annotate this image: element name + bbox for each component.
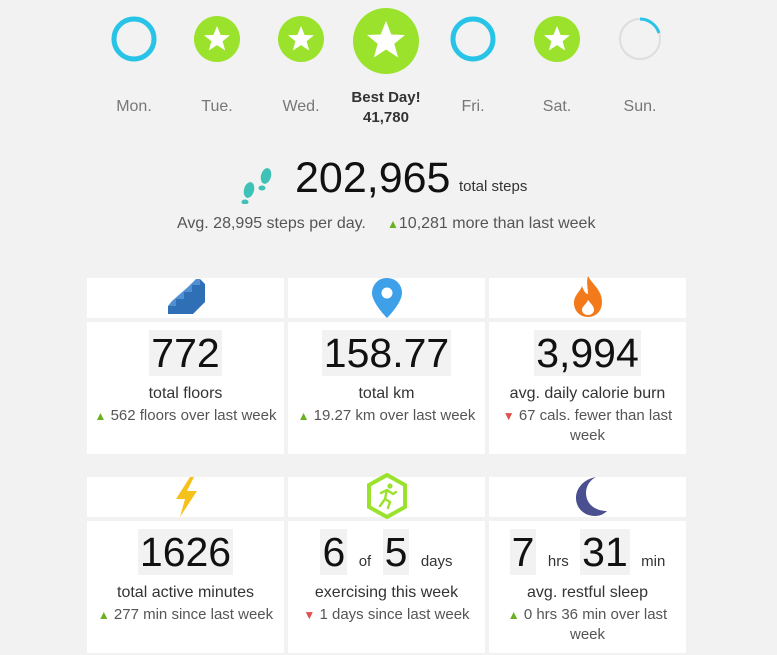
sleep-trend: ▲ 0 hrs 36 min over last week — [489, 605, 686, 645]
sleep-minutes-unit: min — [641, 553, 666, 570]
active-minutes-label: total active minutes — [117, 584, 254, 601]
calories-card[interactable]: 3,994 avg. daily calorie burn ▼ 67 cals.… — [489, 322, 686, 454]
active-minutes-value-wrap: 1626 — [87, 529, 284, 577]
total-steps-value: 202,965 — [295, 154, 451, 202]
stairs-icon — [168, 279, 205, 314]
ring-partial-icon — [619, 17, 661, 60]
location-pin-icon — [372, 278, 402, 318]
star-badge-icon — [278, 16, 324, 62]
avg-steps-text: Avg. 28,995 steps per day. — [177, 215, 366, 232]
star-badge-icon — [353, 8, 419, 74]
footprints-icon — [241, 168, 272, 204]
calories-value: 3,994 — [534, 330, 641, 376]
lightning-icon — [176, 477, 197, 517]
trend-down-icon: ▼ — [502, 409, 515, 423]
steps-trend-text: 10,281 more than last week — [398, 215, 596, 232]
exercise-icon — [367, 473, 407, 519]
exercise-value-b: 5 — [382, 529, 410, 575]
sleep-hours-unit: hrs — [547, 553, 569, 570]
exercise-trend: ▼ 1 days since last week — [288, 605, 485, 625]
exercise-label: exercising this week — [314, 584, 459, 601]
exercise-icon-cell — [288, 473, 485, 519]
distance-label: total km — [358, 385, 415, 402]
distance-value-wrap: 158.77 — [288, 330, 485, 378]
exercise-value-wrap: 6 of 5 days — [288, 529, 485, 577]
distance-icon-cell — [288, 278, 485, 318]
day-label: Wed. — [282, 98, 320, 115]
trend-up-icon: ▲ — [507, 608, 520, 622]
steps-summary: 202,965 total steps — [0, 150, 777, 210]
active-minutes-card[interactable]: 1626 total active minutes ▲ 277 min sinc… — [87, 521, 284, 653]
star-badge-icon — [194, 16, 240, 62]
exercise-of: of — [358, 553, 372, 570]
exercise-card[interactable]: 6 of 5 days exercising this week ▼ 1 day… — [288, 521, 485, 653]
week-summary: Mon. Tue. Wed. Best Day! 41,780 Fri. — [0, 0, 777, 140]
calories-icon-cell — [489, 276, 686, 318]
day-label: Fri. — [461, 98, 485, 115]
flame-icon — [574, 276, 602, 317]
trend-down-icon: ▼ — [303, 608, 316, 622]
floors-trend-text: 562 floors over last week — [110, 407, 277, 424]
floors-label: total floors — [148, 385, 223, 402]
ring-complete-icon — [111, 16, 157, 62]
sleep-label: avg. restful sleep — [527, 584, 648, 601]
moon-icon — [576, 477, 607, 516]
active-minutes-trend: ▲ 277 min since last week — [87, 605, 284, 625]
calories-trend: ▼ 67 cals. fewer than last week — [489, 406, 686, 446]
calories-trend-text: 67 cals. fewer than last week — [518, 407, 673, 444]
star-badge-icon — [534, 16, 580, 62]
trend-up-icon: ▲ — [94, 409, 107, 423]
best-day-title: Best Day! — [351, 89, 421, 106]
total-steps-unit: total steps — [459, 178, 528, 195]
steps-trend: ▲10,281 more than last week — [387, 215, 595, 233]
sleep-minutes-value: 31 — [580, 529, 630, 575]
calories-label: avg. daily calorie burn — [509, 385, 666, 402]
exercise-value-a: 6 — [320, 529, 348, 575]
floors-icon-cell — [87, 278, 284, 318]
sleep-value-wrap: 7 hrs 31 min — [489, 529, 686, 577]
sleep-hours-value: 7 — [509, 529, 537, 575]
sleep-icon-cell — [489, 477, 686, 517]
day-label: Tue. — [201, 98, 233, 115]
exercise-trend-text: 1 days since last week — [319, 606, 470, 623]
active-minutes-icon-cell — [87, 477, 284, 517]
ring-complete-icon — [450, 16, 496, 62]
exercise-unit: days — [420, 553, 453, 570]
calories-value-wrap: 3,994 — [489, 330, 686, 378]
day-label: Mon. — [116, 98, 152, 115]
distance-trend-text: 19.27 km over last week — [313, 407, 476, 424]
floors-value-wrap: 772 — [87, 330, 284, 378]
sleep-trend-text: 0 hrs 36 min over last week — [523, 606, 668, 643]
distance-value: 158.77 — [321, 330, 452, 376]
floors-trend: ▲ 562 floors over last week — [87, 406, 284, 426]
distance-trend: ▲ 19.27 km over last week — [288, 406, 485, 426]
active-minutes-value: 1626 — [137, 529, 234, 575]
trend-up-icon: ▲ — [387, 217, 399, 231]
day-label: Sat. — [542, 98, 572, 115]
floors-value: 772 — [149, 330, 222, 376]
best-day-value: 41,780 — [363, 109, 409, 126]
stats-grid: 772 total floors ▲ 562 floors over last … — [87, 258, 687, 655]
distance-card[interactable]: 158.77 total km ▲ 19.27 km over last wee… — [288, 322, 485, 454]
day-label: Sun. — [623, 98, 657, 115]
trend-up-icon: ▲ — [97, 608, 110, 622]
trend-up-icon: ▲ — [297, 409, 310, 423]
floors-card[interactable]: 772 total floors ▲ 562 floors over last … — [87, 322, 284, 454]
active-minutes-trend-text: 277 min since last week — [113, 606, 274, 623]
sleep-card[interactable]: 7 hrs 31 min avg. restful sleep ▲ 0 hrs … — [489, 521, 686, 653]
